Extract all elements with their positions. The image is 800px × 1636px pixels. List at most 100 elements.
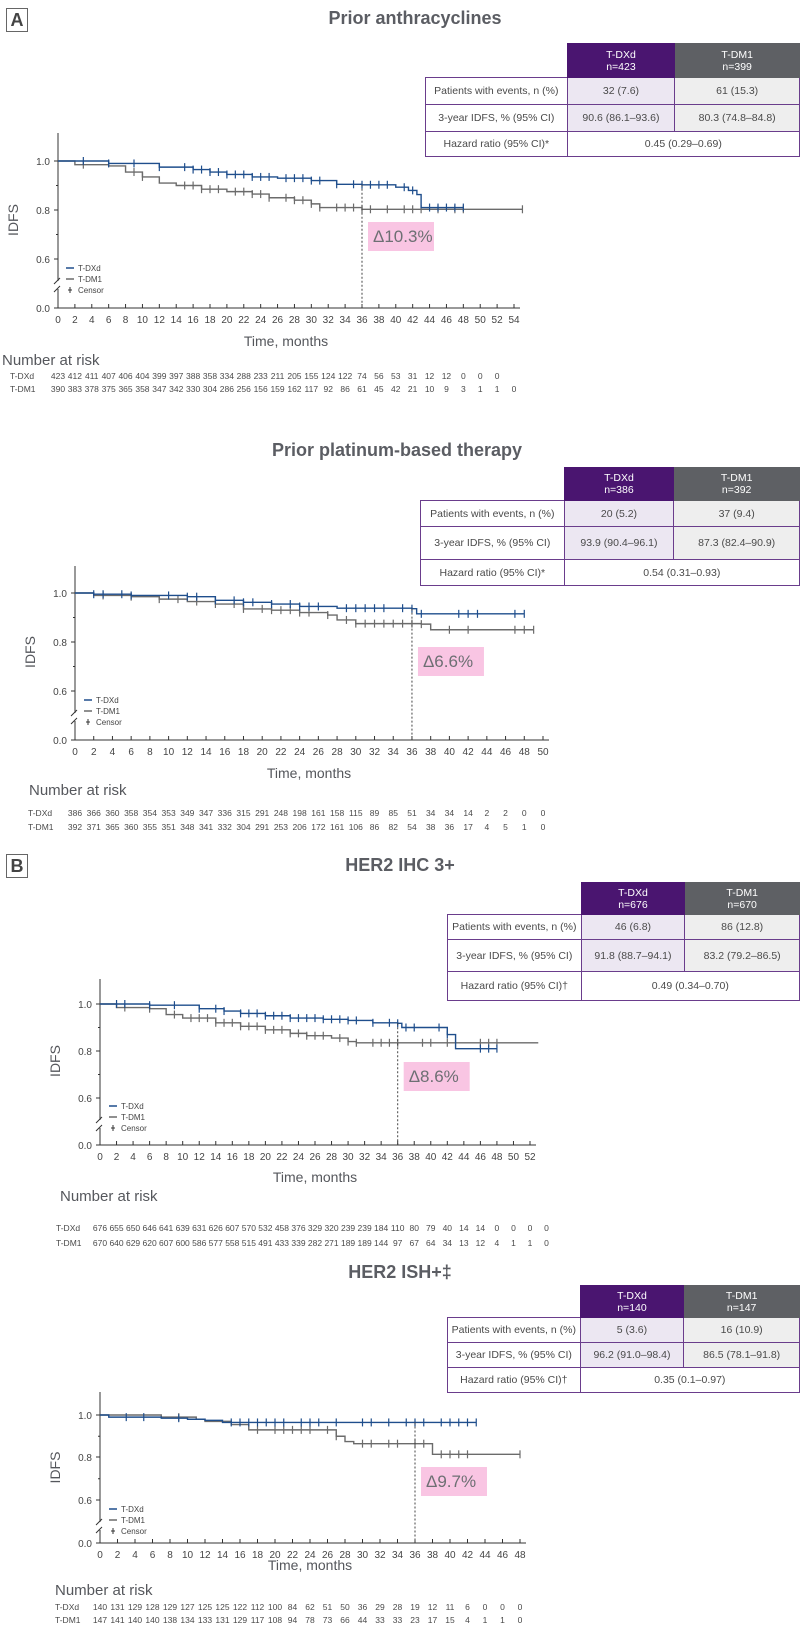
axis-break-mark bbox=[53, 285, 61, 293]
risk-row: T-DM1 670 640 629 620 607 600 586 577 558 515 491 43… bbox=[0, 1238, 800, 1250]
risk-table-title: Number at risk bbox=[55, 1582, 153, 1599]
risk-count: 626 bbox=[208, 1223, 223, 1233]
arm-n: n=676 bbox=[618, 898, 648, 911]
row-label: Patients with events, n (%) bbox=[447, 1317, 581, 1343]
x-tick-label: 6 bbox=[147, 1152, 153, 1163]
stats-row: 3-year IDFS, % (95% CI) 91.8 (88.7–94.1) 8… bbox=[447, 939, 800, 972]
risk-count: 351 bbox=[161, 822, 176, 832]
risk-count: 412 bbox=[67, 371, 82, 381]
stats-row: 3-year IDFS, % (95% CI) 90.6 (86.1–93.6) 8… bbox=[425, 104, 800, 132]
x-tick-label: 34 bbox=[388, 747, 400, 758]
y-tick-label: 0.8 bbox=[78, 1047, 92, 1058]
y-tick-label: 0.0 bbox=[78, 1141, 92, 1152]
risk-count: 19 bbox=[410, 1602, 420, 1612]
risk-row-label: T-DM1 bbox=[55, 1615, 81, 1625]
risk-count: 51 bbox=[322, 1602, 333, 1612]
risk-count: 558 bbox=[225, 1238, 240, 1248]
x-tick-label: 22 bbox=[287, 1550, 299, 1561]
risk-count: 407 bbox=[101, 371, 116, 381]
risk-count: 1 bbox=[521, 822, 527, 832]
x-tick-label: 4 bbox=[89, 315, 95, 326]
x-tick-label: 18 bbox=[252, 1550, 264, 1561]
risk-count: 15 bbox=[445, 1615, 455, 1625]
risk-count: 334 bbox=[219, 371, 234, 381]
risk-count: 253 bbox=[273, 822, 288, 832]
risk-count: 600 bbox=[175, 1238, 190, 1248]
legend-label: T-DXd bbox=[96, 696, 119, 705]
risk-count: 161 bbox=[329, 822, 345, 832]
tdm1-curve bbox=[100, 1414, 520, 1456]
x-tick-label: 12 bbox=[182, 747, 194, 758]
header-tdxd: T-DXd n=423 bbox=[566, 43, 676, 78]
x-tick-label: 44 bbox=[424, 315, 436, 326]
header-tdm1: T-DM1 n=399 bbox=[674, 43, 800, 78]
risk-count: 12 bbox=[475, 1238, 486, 1248]
risk-count: 570 bbox=[241, 1223, 256, 1233]
hazard-value: 0.49 (0.34–0.70) bbox=[580, 971, 800, 1001]
risk-count: 655 bbox=[109, 1223, 124, 1233]
x-tick-label: 10 bbox=[137, 315, 149, 326]
x-tick-label: 42 bbox=[442, 1152, 454, 1163]
risk-count: 342 bbox=[169, 384, 184, 394]
tdm1-value: 80.3 (74.8–84.8) bbox=[674, 104, 800, 132]
arm-n: n=147 bbox=[726, 1301, 757, 1314]
x-tick-label: 40 bbox=[444, 1550, 456, 1561]
risk-count: 84 bbox=[287, 1602, 298, 1612]
x-tick-label: 32 bbox=[369, 747, 381, 758]
x-tick-label: 36 bbox=[392, 1152, 404, 1163]
risk-count: 129 bbox=[232, 1615, 248, 1625]
stats-row: 3-year IDFS, % (95% CI) 93.9 (90.4–96.1) 8… bbox=[420, 526, 800, 560]
risk-count: 0 bbox=[477, 371, 483, 381]
header-tdm1: T-DM1 n=147 bbox=[683, 1285, 800, 1318]
risk-count: 124 bbox=[321, 371, 336, 381]
x-tick-label: 12 bbox=[154, 315, 166, 326]
x-tick-label: 2 bbox=[114, 1152, 120, 1163]
risk-count: 74 bbox=[357, 371, 367, 381]
risk-count: 586 bbox=[192, 1238, 207, 1248]
x-tick-label: 42 bbox=[407, 315, 419, 326]
risk-count: 125 bbox=[197, 1602, 213, 1612]
x-tick-label: 44 bbox=[479, 1550, 491, 1561]
x-tick-label: 8 bbox=[123, 315, 129, 326]
x-tick-label: 16 bbox=[234, 1550, 246, 1561]
risk-count: 288 bbox=[236, 371, 251, 381]
risk-table-title: Number at risk bbox=[60, 1188, 158, 1205]
risk-count: 291 bbox=[255, 822, 270, 832]
risk-count: 315 bbox=[236, 808, 251, 818]
x-tick-label: 4 bbox=[130, 1152, 136, 1163]
risk-count: 117 bbox=[304, 384, 319, 394]
risk-count: 144 bbox=[374, 1238, 389, 1248]
delta-annotation-box bbox=[417, 647, 484, 676]
x-tick-label: 52 bbox=[492, 315, 504, 326]
risk-count: 112 bbox=[250, 1602, 265, 1612]
risk-count: 233 bbox=[253, 371, 268, 381]
axis-break-mark bbox=[53, 277, 61, 285]
x-tick-label: 20 bbox=[257, 747, 269, 758]
risk-count: 13 bbox=[459, 1238, 469, 1248]
risk-count: 607 bbox=[225, 1223, 240, 1233]
y-tick-label: 1.0 bbox=[78, 1000, 92, 1011]
risk-count: 10 bbox=[424, 384, 435, 394]
arm-name: T-DXd bbox=[606, 48, 636, 61]
risk-count: 86 bbox=[340, 384, 350, 394]
risk-count: 21 bbox=[407, 384, 418, 394]
risk-count: 133 bbox=[197, 1615, 213, 1625]
y-tick-label: 0.8 bbox=[53, 638, 67, 649]
risk-count: 607 bbox=[159, 1238, 174, 1248]
risk-row-label: T-DXd bbox=[55, 1602, 80, 1612]
x-tick-label: 6 bbox=[106, 315, 112, 326]
risk-count: 134 bbox=[180, 1615, 195, 1625]
panel-label-b: B bbox=[6, 854, 28, 878]
axis-break-mark bbox=[95, 1518, 103, 1526]
tdxd-curve bbox=[100, 1414, 477, 1424]
risk-count: 172 bbox=[311, 822, 326, 832]
risk-count: 358 bbox=[202, 371, 218, 381]
x-tick-label: 8 bbox=[163, 1152, 169, 1163]
legend-label: T-DM1 bbox=[121, 1113, 146, 1122]
risk-count: 347 bbox=[198, 808, 214, 818]
row-label: Patients with events, n (%) bbox=[447, 914, 582, 940]
risk-count: 161 bbox=[311, 808, 326, 818]
x-tick-label: 48 bbox=[519, 747, 531, 758]
x-tick-label: 44 bbox=[481, 747, 493, 758]
